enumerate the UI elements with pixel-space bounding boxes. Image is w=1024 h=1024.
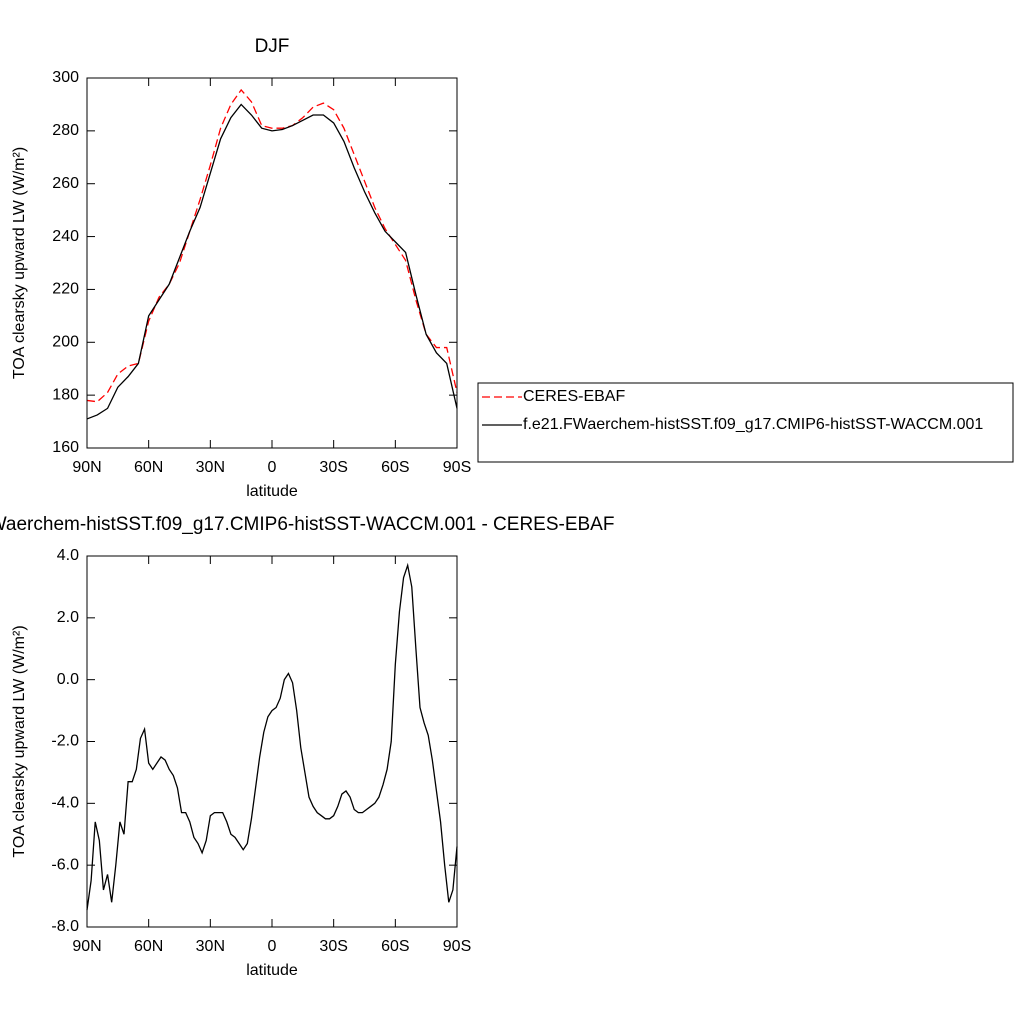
x-tick-label: 60N	[134, 459, 163, 476]
data-line	[86, 88, 458, 403]
x-tick-label: 30N	[196, 938, 225, 955]
y-tick-label: -4.0	[51, 795, 79, 812]
y-tick-label: -8.0	[51, 918, 79, 935]
y-tick-label: 2.0	[57, 609, 79, 626]
y-tick-label: 260	[52, 175, 79, 192]
x-tick-label: 0	[268, 938, 277, 955]
y-axis-label: TOA clearsky upward LW (W/m²)	[11, 147, 28, 379]
x-tick-label: 90N	[72, 459, 101, 476]
x-tick-label: 30S	[319, 938, 347, 955]
y-tick-label: 280	[52, 122, 79, 139]
x-tick-label: 90S	[443, 459, 471, 476]
legend-box	[477, 382, 1014, 463]
x-tick-label: 60S	[381, 938, 409, 955]
x-axis-label: latitude	[246, 483, 298, 500]
chart-title: f.e21.FWaerchem-histSST.f09_g17.CMIP6-hi…	[0, 514, 614, 535]
y-tick-label: 180	[52, 386, 79, 403]
chart-title: DJF	[255, 36, 290, 57]
y-tick-label: 300	[52, 69, 79, 86]
y-tick-label: 4.0	[57, 547, 79, 564]
legend-label: CERES-EBAF	[523, 388, 625, 405]
x-tick-label: 90N	[72, 938, 101, 955]
y-tick-label: 240	[52, 228, 79, 245]
x-tick-label: 60N	[134, 938, 163, 955]
y-tick-label: 160	[52, 439, 79, 456]
x-tick-label: 30N	[196, 459, 225, 476]
y-tick-label: -6.0	[51, 856, 79, 873]
x-tick-label: 30S	[319, 459, 347, 476]
x-axis-label: latitude	[246, 962, 298, 979]
plot-frame	[86, 77, 458, 449]
legend-label: f.e21.FWaerchem-histSST.f09_g17.CMIP6-hi…	[523, 416, 983, 433]
y-axis-label: TOA clearsky upward LW (W/m²)	[11, 625, 28, 857]
plot-frame	[86, 555, 458, 928]
y-tick-label: 200	[52, 334, 79, 351]
x-tick-label: 90S	[443, 938, 471, 955]
x-tick-label: 60S	[381, 459, 409, 476]
y-tick-label: 0.0	[57, 671, 79, 688]
y-tick-label: 220	[52, 281, 79, 298]
y-tick-label: -2.0	[51, 733, 79, 750]
data-line	[86, 562, 458, 911]
x-tick-label: 0	[268, 459, 277, 476]
data-line	[86, 103, 458, 420]
